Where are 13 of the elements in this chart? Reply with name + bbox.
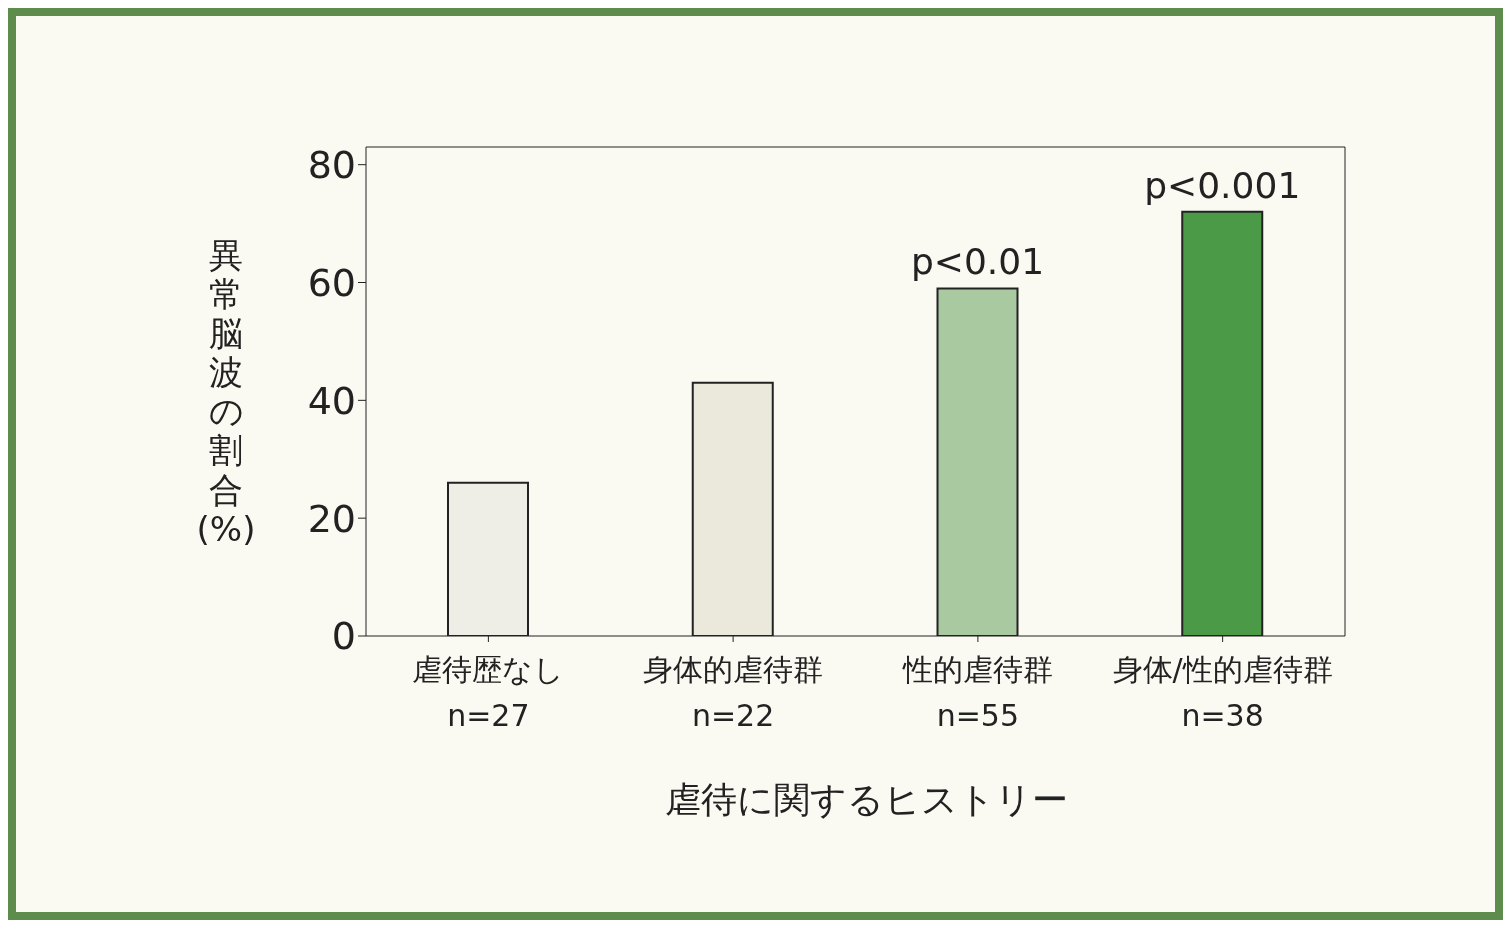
y-tick-label: 80 <box>307 143 356 188</box>
x-axis-title: 虐待に関するヒストリー <box>663 778 1069 822</box>
y-tick-label: 40 <box>307 378 356 423</box>
y-tick-label: 0 <box>331 614 356 659</box>
x-tick-label: 性的虐待群 n=55 <box>901 652 1053 733</box>
y-tick-label: 20 <box>307 496 356 541</box>
annotation: p<0.01 <box>910 241 1045 283</box>
y-axis-title: 異常脳波の割合(%) <box>195 235 257 549</box>
x-tick-label: 虐待歴なし n=27 <box>412 652 565 733</box>
annotation: p<0.001 <box>1144 164 1301 206</box>
x-tick-label: 身体的虐待群 n=22 <box>643 652 824 733</box>
y-tick-label: 60 <box>307 261 356 305</box>
x-tick-label: 身体/性的虐待群 n=38 <box>1112 652 1333 733</box>
